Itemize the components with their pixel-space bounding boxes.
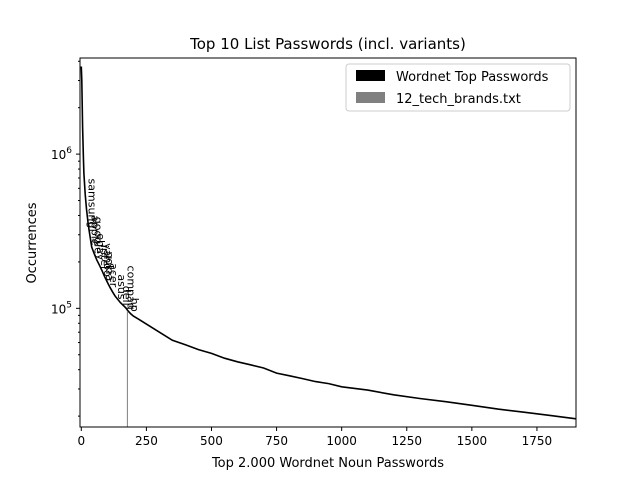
- y-tick-label: 105: [51, 300, 72, 316]
- legend-swatch-tech-brands: [356, 92, 385, 103]
- annotation-label: acer: [107, 263, 120, 288]
- x-tick-label: 0: [77, 434, 85, 448]
- x-tick-label: 500: [200, 434, 223, 448]
- annotation-label: compaq: [125, 266, 138, 310]
- annotation-label: yahoo: [101, 243, 114, 277]
- annotation-label: asus: [115, 274, 128, 299]
- x-axis-label: Top 2.000 Wordnet Noun Passwords: [211, 456, 444, 471]
- annotation-layer: samsungapplegoogleebayintelyahoonokiaace…: [86, 179, 141, 312]
- y-tick-label: 106: [51, 146, 72, 162]
- annotation-label: ebay: [94, 233, 107, 260]
- plot-area: samsungapplegoogleebayintelyahoonokiaace…: [79, 57, 577, 428]
- x-tick-label: 1750: [522, 434, 553, 448]
- y-axis-label: Occurrences: [25, 202, 40, 283]
- annotation-label: samsung: [86, 179, 99, 229]
- chart-title: Top 10 List Passwords (incl. variants): [189, 35, 466, 53]
- legend-label-tech-brands: 12_tech_brands.txt: [396, 92, 521, 107]
- x-tick-label: 1000: [326, 434, 357, 448]
- series-line-wordnet: [80, 66, 577, 420]
- x-axis: 0 250 500 750 1000 1250 1500 1750: [77, 427, 552, 448]
- legend-box: [345, 63, 571, 112]
- x-tick-label: 1500: [457, 434, 488, 448]
- y-axis: 106 105: [51, 60, 80, 417]
- x-tick-label: 750: [265, 434, 288, 448]
- annotation-label: apple: [88, 215, 101, 246]
- annotation-label: nokia: [103, 251, 116, 281]
- x-tick-label: 250: [135, 434, 158, 448]
- legend-swatch-wordnet: [356, 70, 385, 81]
- legend-label-wordnet: Wordnet Top Passwords: [396, 70, 549, 85]
- legend: Wordnet Top Passwords 12_tech_brands.txt: [345, 63, 571, 112]
- annotation-label: google: [91, 217, 104, 254]
- annotation-label: hp: [128, 298, 141, 312]
- series-layer: [80, 66, 577, 427]
- annotation-label: intel: [98, 245, 111, 269]
- x-tick-label: 1250: [391, 434, 422, 448]
- plot-frame: [79, 57, 577, 428]
- annotation-label: dell: [120, 286, 133, 306]
